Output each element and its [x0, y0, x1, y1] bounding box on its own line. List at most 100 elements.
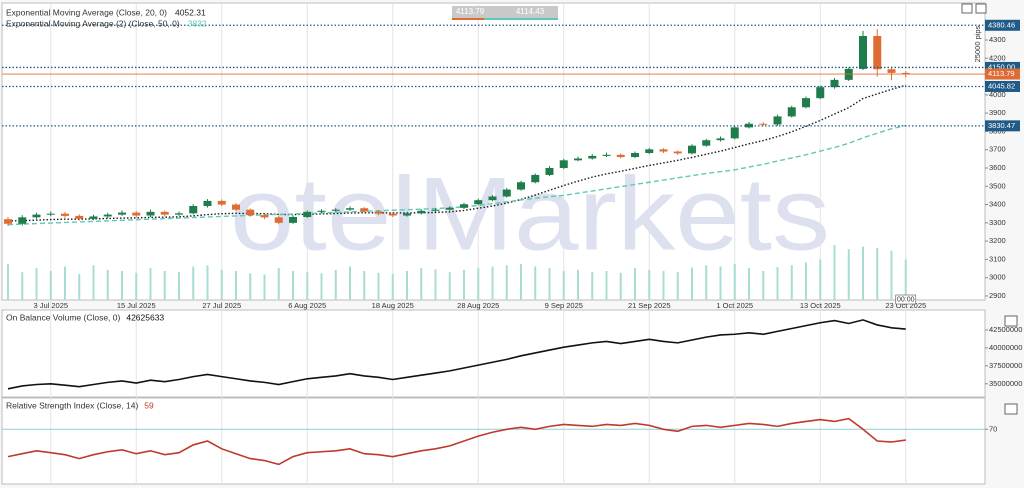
candle-body	[588, 155, 597, 159]
close-button[interactable]	[1004, 403, 1018, 415]
volume-bar	[847, 249, 850, 300]
volume-bar	[220, 269, 223, 300]
volume-bar	[277, 268, 280, 300]
volume-bar	[163, 271, 166, 300]
candle-body	[716, 138, 725, 141]
y-tick-label: 3900	[989, 108, 1006, 117]
candle-body	[75, 215, 84, 219]
volume-bar	[534, 266, 537, 300]
watermark: otelMarkets	[230, 156, 830, 272]
y-tick-label: 4300	[989, 35, 1006, 44]
y-tick-label: 37500000	[989, 361, 1022, 370]
toolbar	[961, 3, 1018, 415]
ask-underline	[484, 18, 558, 20]
volume-bar	[92, 265, 95, 300]
candle-body	[830, 79, 839, 88]
y-tick-label: 4200	[989, 53, 1006, 62]
candle-body	[303, 211, 312, 217]
candle-body	[189, 206, 198, 214]
volume-bar	[21, 272, 24, 300]
volume-bar	[662, 271, 665, 300]
series-line	[7, 124, 906, 226]
candle-body	[787, 107, 796, 117]
volume-bar	[306, 272, 309, 300]
candle-body	[417, 210, 426, 214]
icon-button[interactable]	[961, 3, 973, 14]
candle-body	[887, 69, 896, 73]
volume-bar	[904, 259, 907, 300]
y-tick-label: 42500000	[989, 325, 1022, 334]
candle-body	[32, 214, 41, 218]
legend-label: Exponential Moving Average (2) (Close, 5…	[6, 18, 180, 28]
volume-bar	[434, 269, 437, 300]
volume-bar	[505, 265, 508, 300]
x-tick-label: 23 Oct 2025	[885, 301, 926, 310]
volume-bar	[420, 268, 423, 300]
x-tick-label: 13 Oct 2025	[800, 301, 841, 310]
level-label: 4380.46	[988, 20, 1015, 29]
volume-bar	[491, 266, 494, 300]
volume-bar	[819, 259, 822, 300]
volume-bar	[463, 269, 465, 300]
volume-bar	[705, 265, 708, 300]
series-line	[7, 84, 906, 222]
close-button[interactable]	[1004, 315, 1018, 327]
candle-body	[517, 182, 525, 190]
legend-value: 42625633	[126, 312, 164, 322]
candle-body	[659, 149, 668, 152]
volume-bar	[890, 250, 893, 300]
x-tick-label: 28 Aug 2025	[457, 301, 499, 310]
volume-bar	[178, 272, 180, 300]
volume-bar	[377, 272, 380, 300]
candle-body	[545, 167, 554, 175]
y-tick-label: 3400	[989, 200, 1006, 209]
candle-body	[103, 214, 112, 217]
candle-body	[374, 211, 383, 214]
candle-body	[873, 35, 882, 70]
x-tick-label: 18 Aug 2025	[372, 301, 414, 310]
candle-body	[802, 98, 810, 108]
x-tick-label: 9 Sep 2025	[545, 301, 583, 310]
candle-body	[160, 211, 169, 215]
x-tick-label: 15 Jul 2025	[117, 301, 156, 310]
level-label: 4045.82	[988, 81, 1015, 90]
legend-value: 4052.31	[175, 7, 206, 17]
volume-bar	[762, 271, 765, 300]
x-tick-label: 27 Jul 2025	[202, 301, 241, 310]
y-tick-label: 3100	[989, 254, 1006, 263]
volume-bar	[577, 269, 579, 300]
volume-bar	[833, 245, 836, 300]
ask-label: 4114.43	[516, 7, 545, 16]
candle-body	[289, 216, 297, 223]
icon-button[interactable]	[975, 3, 987, 14]
time-box	[895, 294, 917, 305]
candle-body	[118, 212, 126, 215]
volume-bar	[805, 262, 807, 300]
time-label: 00:00	[897, 296, 915, 303]
candle-body	[360, 208, 369, 212]
candle-body	[574, 158, 582, 161]
ask-badge	[484, 6, 558, 18]
y-tick-label: 2900	[989, 291, 1006, 300]
volume-bar	[334, 269, 337, 300]
y-tick-label: 35000000	[989, 379, 1022, 388]
volume-bar	[64, 266, 66, 300]
volume-bar	[520, 264, 522, 300]
volume-bar	[149, 268, 152, 300]
volume-bar	[135, 272, 138, 300]
volume-bar	[676, 272, 679, 300]
bid-label: 4113.79	[456, 7, 485, 16]
candle-body	[232, 204, 240, 210]
candle-body	[602, 154, 611, 156]
volume-bar	[249, 273, 252, 300]
volume-bar	[406, 271, 408, 300]
volume-bar	[192, 266, 195, 300]
candle-body	[460, 204, 468, 208]
legend-label: Exponential Moving Average (Close, 20, 0…	[6, 7, 167, 17]
candle-body	[474, 200, 483, 205]
candle-body	[445, 207, 454, 210]
level-label: 4150.00	[988, 62, 1015, 71]
last-price-label: 4113.79	[988, 69, 1015, 78]
volume-bar	[78, 273, 81, 300]
